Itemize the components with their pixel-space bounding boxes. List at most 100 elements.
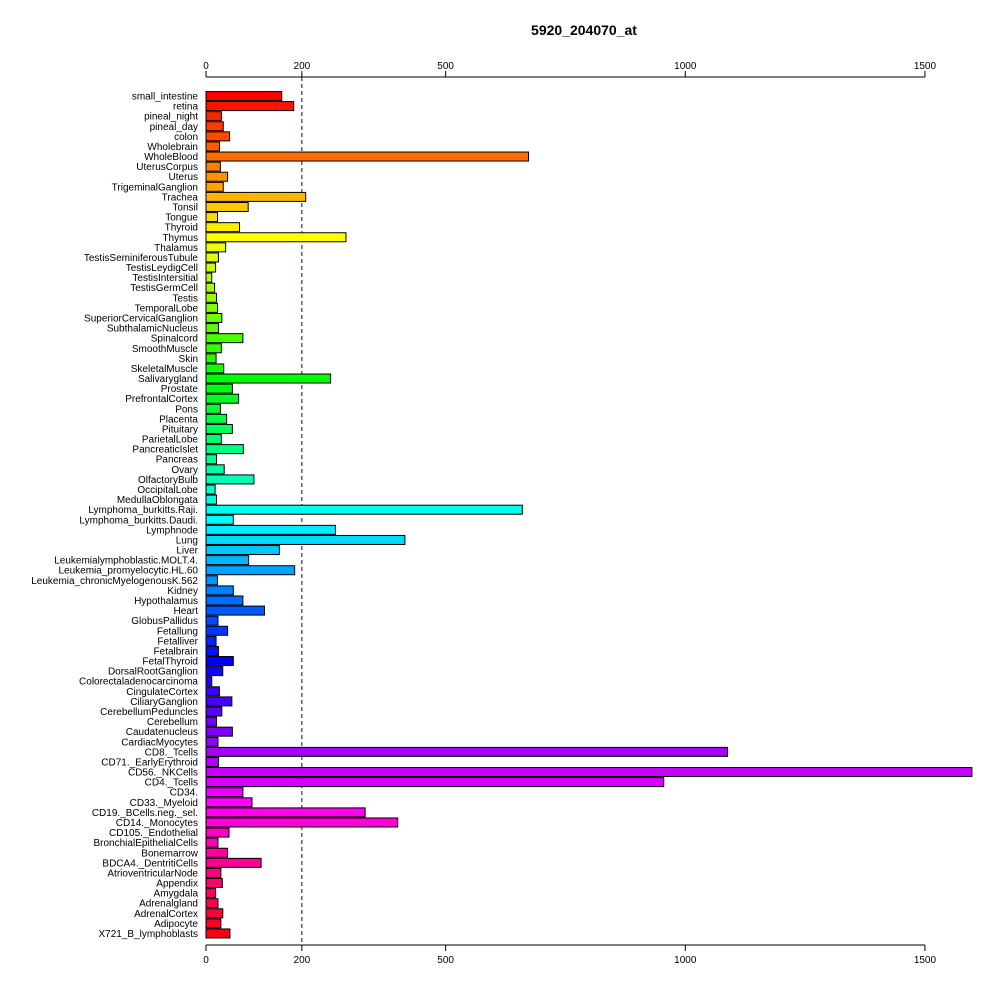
category-label: CingulateCortex [126, 687, 198, 698]
bar [205, 605, 265, 616]
category-label: CardiacMyocytes [121, 737, 198, 748]
tick-label: 500 [437, 955, 454, 966]
category-label: pineal_night [144, 112, 198, 123]
category-label: BDCA4._DentritiCells [102, 858, 198, 869]
bar [205, 878, 223, 889]
bar [205, 645, 219, 656]
bar [205, 171, 229, 182]
bar [205, 151, 530, 162]
category-label: Placenta [159, 414, 198, 425]
bar [205, 272, 213, 283]
top-x-axis: 0 200 500 1000 1500 [203, 61, 937, 78]
category-label: MedullaOblongata [117, 495, 199, 506]
category-label: OccipitalLobe [137, 485, 198, 496]
category-label: Bonemarrow [141, 848, 198, 859]
bar [205, 444, 244, 455]
category-label: CD14._Monocytes [116, 818, 198, 829]
tick-label: 1500 [914, 61, 937, 72]
tick-label: 1500 [914, 955, 937, 966]
category-label: ParietalLobe [142, 435, 199, 446]
category-label: WholeBlood [144, 152, 198, 163]
bar [205, 777, 665, 788]
bar [205, 787, 244, 798]
category-label: Salivarygland [138, 374, 198, 385]
chart-title: 5920_204070_at [531, 22, 637, 38]
bar [205, 756, 219, 767]
bar [205, 191, 307, 202]
category-label: CD8._Tcells [145, 747, 198, 758]
category-label: retina [173, 102, 198, 113]
category-label: AtrioventricularNode [107, 868, 198, 879]
bar [205, 101, 295, 112]
bar [205, 323, 219, 334]
category-label: Fetalbrain [154, 646, 198, 657]
category-label: Pancreas [156, 455, 198, 466]
category-label: Uterus [169, 172, 198, 183]
bar [205, 141, 220, 152]
bar [205, 494, 218, 505]
bar [205, 353, 217, 364]
bar [205, 343, 222, 354]
category-label: BronchialEpithelialCells [94, 838, 199, 849]
bar [205, 545, 280, 556]
bar [205, 484, 216, 495]
bar [205, 131, 230, 142]
bar [205, 161, 221, 172]
bar [205, 363, 225, 374]
category-label: Fetalliver [157, 636, 198, 647]
category-label: Tonsil [172, 202, 198, 213]
bar [205, 666, 224, 677]
bar [205, 333, 244, 344]
bar [205, 121, 224, 132]
category-label: TestisSeminiferousTubule [84, 253, 199, 264]
category-label: SkeletalMuscle [131, 364, 199, 375]
bar [205, 302, 219, 313]
category-label: PancreaticIslet [132, 445, 198, 456]
bar [205, 91, 283, 101]
bar [205, 242, 227, 253]
bar [205, 676, 213, 687]
bar [205, 504, 523, 515]
tick-label: 1000 [674, 61, 697, 72]
category-label: X721_B_lymphoblasts [98, 929, 198, 940]
category-label: Amygdala [154, 889, 199, 900]
bar [205, 383, 233, 394]
bar [205, 262, 217, 273]
category-label: Heart [174, 606, 199, 617]
category-label: CD19._BCells.neg._sel. [92, 808, 198, 819]
bar [205, 585, 234, 596]
category-label: Fetallung [157, 626, 198, 637]
category-label: CD71._EarlyErythroid [101, 757, 198, 768]
bar [205, 575, 219, 586]
bar [205, 716, 218, 727]
bar [205, 111, 222, 122]
category-label: PrefrontalCortex [125, 394, 198, 405]
bar [205, 767, 973, 778]
category-label: Adrenalgland [139, 899, 198, 910]
bottom-x-axis: 0 200 500 1000 1500 [203, 944, 937, 966]
category-label: Skin [179, 354, 198, 365]
category-label: Colorectaladenocarcinoma [79, 677, 198, 688]
category-label: CD4._Tcells [145, 778, 198, 789]
bar [205, 464, 225, 475]
bar [205, 928, 231, 939]
bar [205, 212, 219, 223]
category-label: Pituitary [162, 424, 198, 435]
bar [205, 454, 218, 465]
bar [205, 292, 218, 303]
bar [205, 867, 222, 878]
category-label: CD56._NKCells [128, 768, 198, 779]
bar [205, 434, 222, 445]
category-label: pineal_day [150, 122, 198, 133]
category-label: Lymphoma_burkitts.Raji. [88, 505, 198, 516]
tick-label: 500 [437, 61, 454, 72]
category-label: Leukemialymphoblastic.MOLT.4. [54, 556, 198, 567]
category-label: TemporalLobe [135, 303, 199, 314]
category-label: SubthalamicNucleus [107, 324, 198, 335]
category-label: Testis [172, 293, 198, 304]
category-label: Pons [175, 404, 198, 415]
category-label: Tongue [165, 213, 198, 224]
bar [205, 555, 250, 566]
bar [205, 847, 229, 858]
